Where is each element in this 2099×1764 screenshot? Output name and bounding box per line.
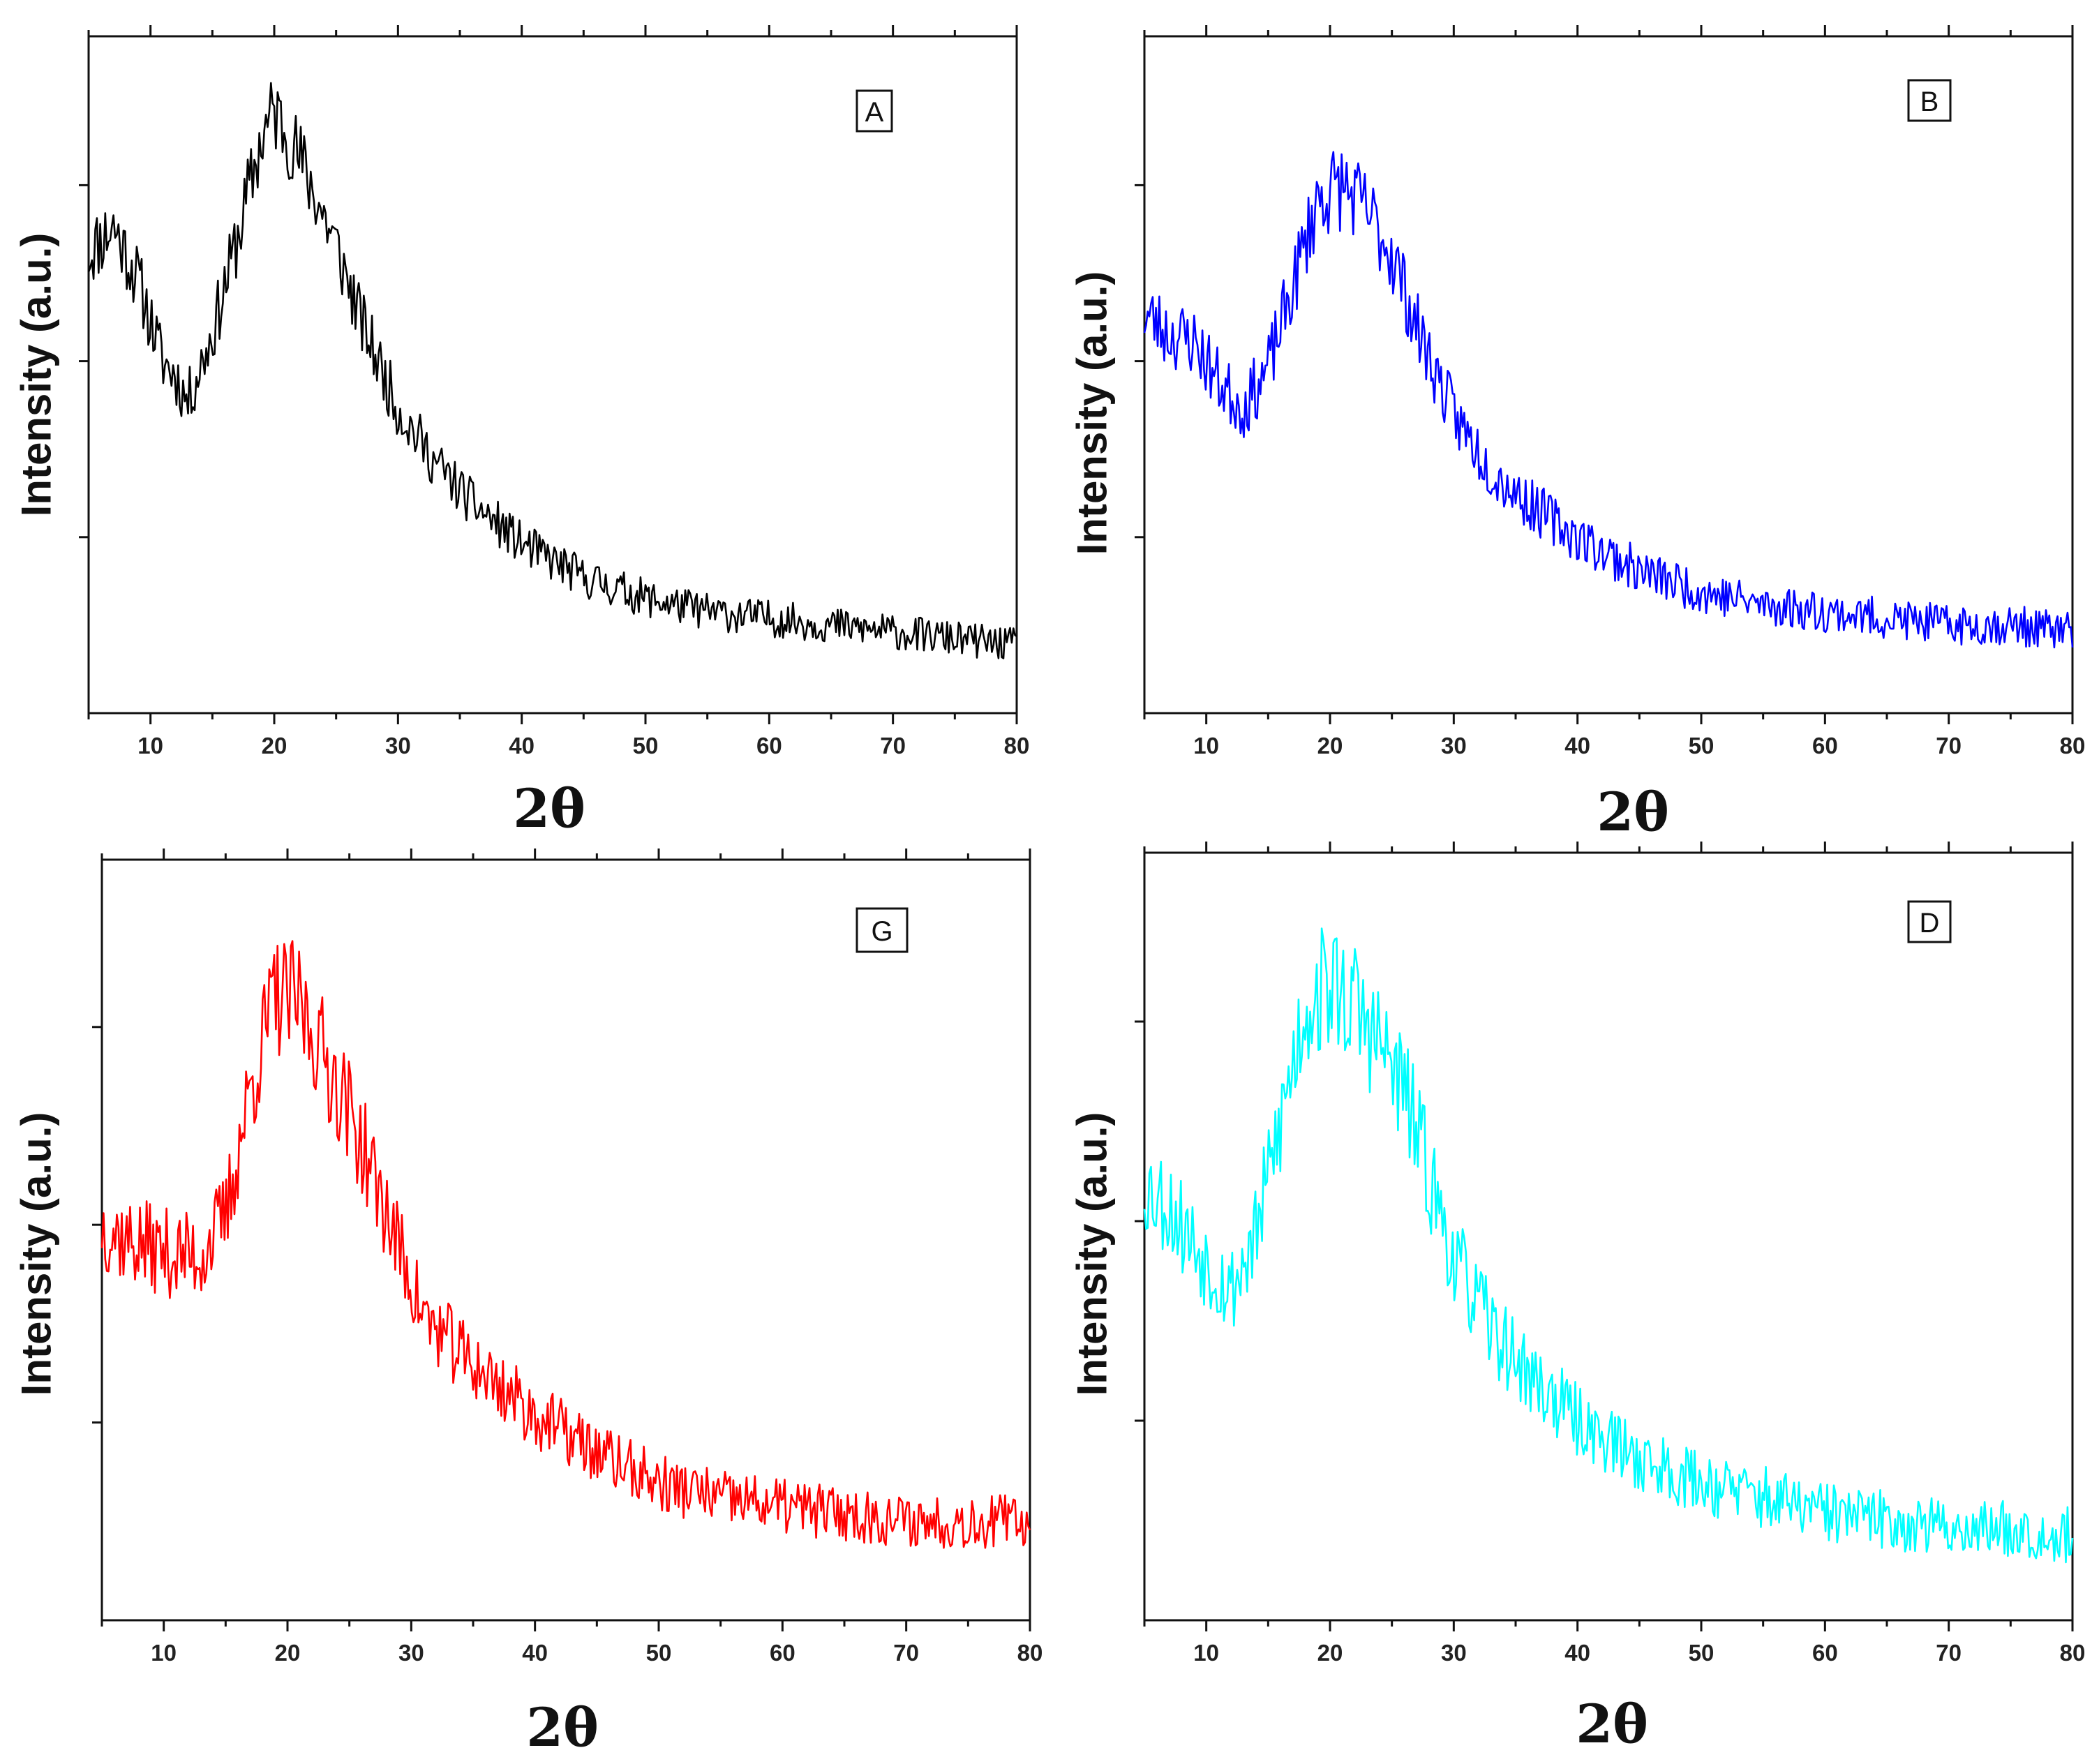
- y-ticks: [79, 184, 89, 539]
- x-tick-label: 10: [1193, 733, 1219, 758]
- panel-label: B: [1920, 87, 1939, 117]
- xrd-trace-b: [1143, 151, 2074, 649]
- x-tick-label: 40: [1564, 1640, 1590, 1666]
- x-tick-label: 30: [1441, 1640, 1467, 1666]
- x-axis-label: 2θ: [1576, 1693, 1648, 1755]
- x-tick-label: 50: [633, 733, 659, 758]
- y-axis-label: Intensity (a.u.): [13, 233, 60, 517]
- x-tick-label: 20: [1317, 733, 1343, 758]
- plot-frame: [87, 35, 1018, 715]
- panel-label: G: [871, 916, 892, 947]
- x-ticks: 10 20 30 40 50 60 70 80: [87, 25, 1030, 758]
- plot-frame: [1143, 851, 2074, 1622]
- x-tick-label: 30: [398, 1640, 424, 1666]
- x-ticks: 10 20 30 40 50 60 70 80: [1143, 842, 2086, 1666]
- x-tick-label: 60: [770, 1640, 795, 1666]
- x-axis-label: 2θ: [526, 1696, 599, 1758]
- y-axis-label: Intensity (a.u.): [1069, 271, 1116, 555]
- x-tick-label: 40: [1564, 733, 1590, 758]
- x-tick-label: 20: [275, 1640, 301, 1666]
- x-tick-label: 70: [880, 733, 906, 758]
- x-ticks: 10 20 30 40 50 60 70 80: [1143, 25, 2086, 758]
- x-tick-label: 10: [151, 1640, 177, 1666]
- x-ticks: 10 20 30 40 50 60 70 80: [100, 849, 1043, 1666]
- x-tick-label: 70: [893, 1640, 919, 1666]
- x-tick-label: 50: [646, 1640, 672, 1666]
- plot-frame: [1143, 35, 2074, 715]
- x-tick-label: 60: [1812, 1640, 1838, 1666]
- x-tick-label: 60: [1812, 733, 1838, 758]
- panel-label-box: [1907, 900, 1952, 943]
- x-tick-label: 10: [1193, 1640, 1219, 1666]
- panel-label-box: [1907, 79, 1952, 122]
- xrd-trace-g: [100, 940, 1031, 1549]
- panel-label: A: [865, 97, 884, 128]
- x-axis-label: 2θ: [1597, 781, 1669, 843]
- x-tick-label: 20: [262, 733, 287, 758]
- plot-frame: [100, 858, 1031, 1622]
- panel-a: 10 20 30 40 50 60 70 80 2θ Intensity (a.u.) A: [13, 25, 1030, 839]
- y-ticks: [1135, 1020, 1144, 1422]
- x-tick-label: 80: [2060, 1640, 2086, 1666]
- x-tick-label: 70: [1936, 733, 1962, 758]
- y-ticks: [1135, 184, 1144, 539]
- xrd-trace-a: [87, 82, 1017, 659]
- y-ticks: [92, 1026, 102, 1424]
- xrd-trace-d: [1143, 927, 2074, 1564]
- x-tick-label: 10: [137, 733, 163, 758]
- x-tick-label: 80: [1004, 733, 1030, 758]
- x-tick-label: 80: [1017, 1640, 1043, 1666]
- panel-label-box: [856, 89, 893, 133]
- y-axis-label: Intensity (a.u.): [1069, 1112, 1116, 1396]
- panel-label: D: [1920, 908, 1940, 939]
- x-tick-label: 70: [1936, 1640, 1962, 1666]
- panel-g: 10 20 30 40 50 60 70 80 2θ Intensity (a.u.) G: [13, 849, 1043, 1758]
- x-tick-label: 50: [1689, 733, 1715, 758]
- x-tick-label: 50: [1689, 1640, 1715, 1666]
- x-tick-label: 30: [1441, 733, 1467, 758]
- x-tick-label: 40: [522, 1640, 548, 1666]
- x-axis-label: 2θ: [513, 777, 585, 839]
- y-axis-label: Intensity (a.u.): [13, 1112, 60, 1396]
- panel-d: 10 20 30 40 50 60 70 80 2θ Intensity (a.u.) D: [1069, 842, 2086, 1755]
- x-tick-label: 80: [2060, 733, 2086, 758]
- x-tick-label: 60: [756, 733, 782, 758]
- x-tick-label: 20: [1317, 1640, 1343, 1666]
- panel-b: 10 20 30 40 50 60 70 80 2θ Intensity (a.u.) B: [1069, 25, 2086, 843]
- x-tick-label: 30: [385, 733, 411, 758]
- panel-label-box: [856, 907, 909, 953]
- x-tick-label: 40: [509, 733, 535, 758]
